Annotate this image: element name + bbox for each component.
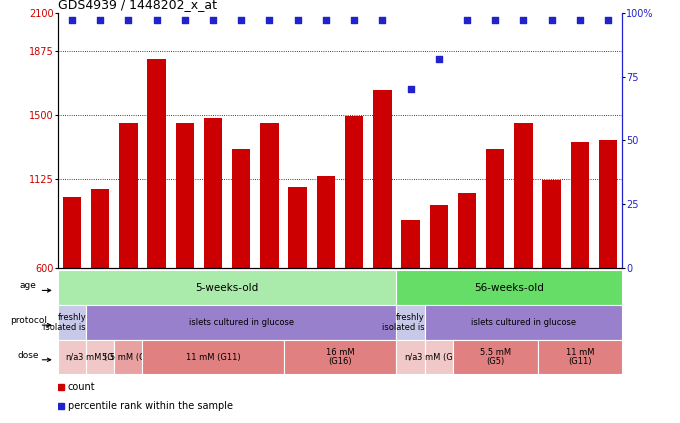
Text: islets cultured in glucose: islets cultured in glucose <box>471 318 576 327</box>
Text: age: age <box>20 281 37 291</box>
Text: 5.5 mM
(G5): 5.5 mM (G5) <box>479 348 511 366</box>
Bar <box>345 116 363 268</box>
Text: n/a: n/a <box>65 352 79 362</box>
Point <box>377 17 388 24</box>
Bar <box>91 189 109 268</box>
Text: 11 mM
(G11): 11 mM (G11) <box>566 348 594 366</box>
Text: 3 mM (G3): 3 mM (G3) <box>78 352 122 362</box>
Text: n/a: n/a <box>404 352 418 362</box>
Point <box>320 17 331 24</box>
Point <box>462 17 473 24</box>
Point <box>151 17 162 24</box>
Bar <box>119 123 137 268</box>
Point <box>518 17 529 24</box>
Point <box>433 55 444 62</box>
Bar <box>599 140 617 268</box>
Point <box>292 17 303 24</box>
Text: 56-weeks-old: 56-weeks-old <box>475 283 544 293</box>
Text: 5.5 mM (G5): 5.5 mM (G5) <box>103 352 154 362</box>
Point <box>67 17 78 24</box>
Bar <box>458 193 476 268</box>
Bar <box>260 123 279 268</box>
Bar <box>232 149 250 268</box>
Bar <box>571 142 589 268</box>
Text: percentile rank within the sample: percentile rank within the sample <box>68 401 233 411</box>
Text: count: count <box>68 382 95 392</box>
Point <box>602 17 613 24</box>
Bar <box>401 220 420 268</box>
Bar <box>175 123 194 268</box>
Text: 11 mM (G11): 11 mM (G11) <box>186 352 240 362</box>
Point <box>405 86 416 93</box>
Point <box>207 17 218 24</box>
Bar <box>543 180 561 268</box>
Point <box>236 17 247 24</box>
Bar <box>486 149 505 268</box>
Bar <box>63 197 81 268</box>
Text: protocol: protocol <box>10 316 47 325</box>
Text: islets cultured in glucose: islets cultured in glucose <box>188 318 294 327</box>
Text: 5-weeks-old: 5-weeks-old <box>195 283 259 293</box>
Point <box>490 17 500 24</box>
Bar <box>204 118 222 268</box>
Text: dose: dose <box>18 351 39 360</box>
Text: 3 mM (G3): 3 mM (G3) <box>417 352 461 362</box>
Point <box>546 17 557 24</box>
Point <box>123 17 134 24</box>
Point <box>349 17 360 24</box>
Text: 16 mM
(G16): 16 mM (G16) <box>326 348 354 366</box>
Bar <box>148 59 166 268</box>
Bar <box>373 90 392 268</box>
Text: freshly
isolated islets: freshly isolated islets <box>43 313 101 332</box>
Text: freshly
isolated islets: freshly isolated islets <box>381 313 439 332</box>
Point <box>180 17 190 24</box>
Point <box>264 17 275 24</box>
Text: GDS4939 / 1448202_x_at: GDS4939 / 1448202_x_at <box>58 0 217 11</box>
Point <box>575 17 585 24</box>
Bar <box>514 123 532 268</box>
Point <box>95 17 105 24</box>
Bar <box>317 176 335 268</box>
Bar <box>430 205 448 268</box>
Bar <box>288 187 307 268</box>
